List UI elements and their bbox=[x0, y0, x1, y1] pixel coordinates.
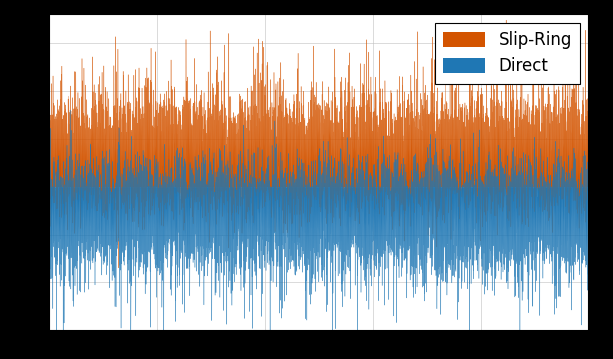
Legend: Slip-Ring, Direct: Slip-Ring, Direct bbox=[435, 23, 580, 84]
